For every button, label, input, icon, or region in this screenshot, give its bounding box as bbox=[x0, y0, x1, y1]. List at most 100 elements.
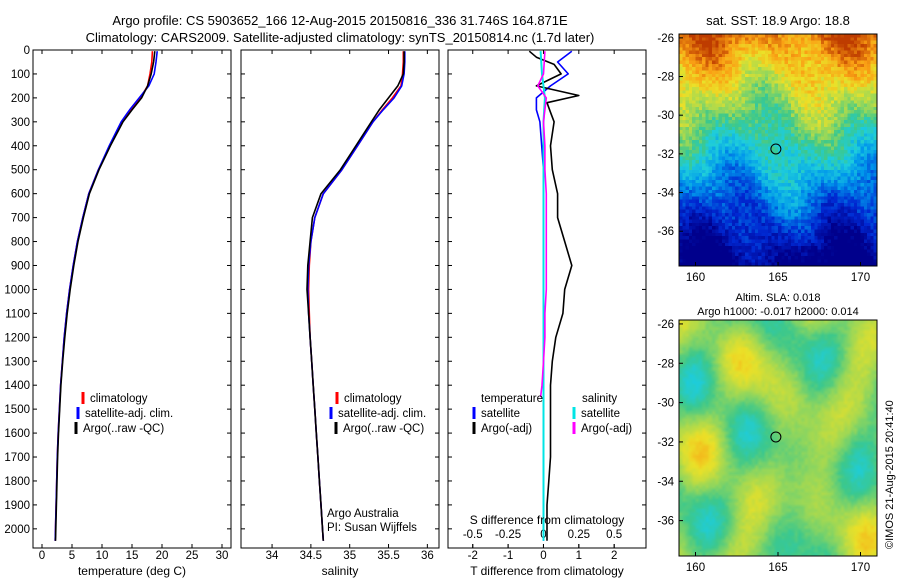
difference-panel-frame bbox=[447, 49, 647, 549]
difference-xlabel-bottom: T difference from climatology bbox=[470, 564, 624, 578]
temperature-panel-frame bbox=[32, 49, 232, 549]
map-x-tick-label: 160 bbox=[686, 272, 705, 284]
legend-label-climatology: climatology bbox=[344, 393, 402, 405]
salinity-legend: climatology satellite-adj. clim. Argo(..… bbox=[327, 392, 426, 534]
x-tick-label: -0.5 bbox=[463, 529, 483, 541]
map-y-tick-label: -30 bbox=[657, 110, 674, 122]
x-tick-label: 15 bbox=[126, 550, 139, 562]
map-y-tick-label: -36 bbox=[657, 516, 674, 528]
legend-label-temp-argo: Argo(-adj) bbox=[481, 423, 532, 435]
sst-map-title: sat. SST: 18.9 Argo: 18.8 bbox=[706, 13, 850, 28]
temperature-xlabel: temperature (deg C) bbox=[78, 564, 186, 578]
argo-location-marker bbox=[770, 143, 782, 155]
y-tick-label: 0 bbox=[24, 45, 30, 57]
legend-label-sal-satellite: satellite bbox=[581, 408, 620, 420]
y-tick-label: 1500 bbox=[4, 404, 30, 416]
legend-label-argo: Argo(..raw -QC) bbox=[83, 423, 164, 435]
legend-label-argo: Argo(..raw -QC) bbox=[343, 423, 424, 435]
sla-heatmap bbox=[679, 320, 877, 556]
x-tick-label: 2 bbox=[611, 550, 617, 562]
x-tick-label: 5 bbox=[69, 550, 75, 562]
legend-label-satellite: satellite-adj. clim. bbox=[338, 408, 426, 420]
title-line-1: Argo profile: CS 5903652_166 12-Aug-2015… bbox=[112, 13, 568, 28]
x-tick-label: -2 bbox=[468, 550, 478, 562]
x-tick-label: 36 bbox=[421, 550, 434, 562]
series-line-argo---raw--qc- bbox=[54, 51, 156, 541]
x-tick-label: 0.25 bbox=[568, 529, 590, 541]
legend-label-climatology: climatology bbox=[90, 393, 148, 405]
series-line-climatology bbox=[307, 51, 405, 541]
y-tick-label: 400 bbox=[11, 141, 30, 153]
series-line-argo--adj- bbox=[536, 51, 548, 398]
difference-xlabel-top: S difference from climatology bbox=[470, 513, 625, 527]
sla-map-title-line-2: Argo h1000: -0.017 h2000: 0.014 bbox=[697, 306, 858, 318]
series-line-argo--adj- bbox=[528, 50, 580, 541]
series-line-argo---raw--qc- bbox=[306, 51, 405, 541]
y-tick-label: 100 bbox=[11, 69, 30, 81]
x-tick-label: 0 bbox=[540, 550, 546, 562]
series-line-satellite-adj--clim- bbox=[306, 51, 406, 541]
y-tick-label: 1700 bbox=[4, 452, 30, 464]
y-tick-label: 300 bbox=[11, 117, 30, 129]
map-y-tick-label: -32 bbox=[657, 149, 674, 161]
x-tick-label: 0.5 bbox=[606, 529, 622, 541]
y-tick-label: 900 bbox=[11, 260, 30, 272]
map-y-tick-label: -34 bbox=[657, 188, 674, 200]
x-tick-label: 20 bbox=[156, 550, 169, 562]
map-y-tick-label: -26 bbox=[657, 33, 674, 45]
title-line-2: Climatology: CARS2009. Satellite-adjuste… bbox=[86, 30, 595, 45]
salinity-lines bbox=[306, 51, 406, 541]
annotation-line-2: PI: Susan Wijffels bbox=[327, 522, 417, 534]
x-tick-label: -0.25 bbox=[495, 529, 521, 541]
y-tick-label: 1600 bbox=[4, 428, 30, 440]
x-tick-label: 34.5 bbox=[300, 550, 322, 562]
map-x-tick-label: 170 bbox=[851, 562, 870, 574]
y-tick-label: 800 bbox=[11, 237, 30, 249]
y-tick-label: 1900 bbox=[4, 500, 30, 512]
legend-label-temp-satellite: satellite bbox=[481, 408, 520, 420]
sst-map-axes: 160 165 170 -26 -28 -30 -32 -34 -36 bbox=[657, 33, 870, 284]
y-tick-label: 1800 bbox=[4, 476, 30, 488]
x-tick-label: 35.5 bbox=[377, 550, 399, 562]
y-tick-label: 1400 bbox=[4, 380, 30, 392]
sst-heatmap bbox=[679, 34, 877, 266]
legend-label-satellite: satellite-adj. clim. bbox=[85, 408, 173, 420]
map-x-tick-label: 160 bbox=[686, 562, 705, 574]
map-y-tick-label: -30 bbox=[657, 398, 674, 410]
map-y-tick-label: -32 bbox=[657, 437, 674, 449]
legend-title-temperature: temperature bbox=[481, 393, 543, 405]
axes-layer: 0100200300400500600700800900100011001200… bbox=[4, 45, 646, 562]
difference-legend: temperature salinity satellite Argo(-adj… bbox=[472, 393, 632, 435]
imos-watermark: ©IMOS 21-Aug-2015 20:41:40 bbox=[884, 400, 896, 549]
salinity-panel-frame bbox=[240, 49, 440, 549]
series-line-satellite-adj--clim- bbox=[54, 51, 158, 541]
legend-title-salinity: salinity bbox=[582, 393, 617, 405]
y-tick-label: 1100 bbox=[5, 308, 30, 320]
temperature-legend: climatology satellite-adj. clim. Argo(..… bbox=[74, 392, 173, 435]
y-tick-label: 1000 bbox=[4, 284, 30, 296]
map-y-tick-label: -28 bbox=[657, 72, 674, 84]
y-tick-label: 200 bbox=[11, 93, 30, 105]
map-y-tick-label: -36 bbox=[657, 226, 674, 238]
y-tick-label: 1200 bbox=[4, 332, 30, 344]
y-tick-label: 500 bbox=[11, 165, 30, 177]
difference-lines bbox=[528, 50, 580, 541]
y-tick-label: 700 bbox=[11, 213, 30, 225]
map-x-tick-label: 165 bbox=[768, 562, 787, 574]
x-tick-label: 30 bbox=[216, 550, 229, 562]
salinity-xlabel: salinity bbox=[322, 564, 359, 578]
sla-map-axes: 160 165 170 -26 -28 -30 -32 -34 -36 bbox=[657, 319, 870, 574]
x-tick-label: 0 bbox=[39, 550, 45, 562]
x-tick-label: 10 bbox=[96, 550, 109, 562]
x-tick-label: 35 bbox=[343, 550, 356, 562]
sla-map-title-line-1: Altim. SLA: 0.018 bbox=[736, 292, 821, 304]
x-tick-label: -1 bbox=[503, 550, 513, 562]
x-tick-label: 34 bbox=[266, 550, 279, 562]
legend-label-sal-argo: Argo(-adj) bbox=[581, 423, 632, 435]
x-tick-label: 25 bbox=[186, 550, 199, 562]
map-x-tick-label: 165 bbox=[768, 272, 787, 284]
map-y-tick-label: -34 bbox=[657, 476, 674, 488]
argo-location-marker bbox=[770, 431, 782, 443]
x-tick-label: 1 bbox=[576, 550, 582, 562]
